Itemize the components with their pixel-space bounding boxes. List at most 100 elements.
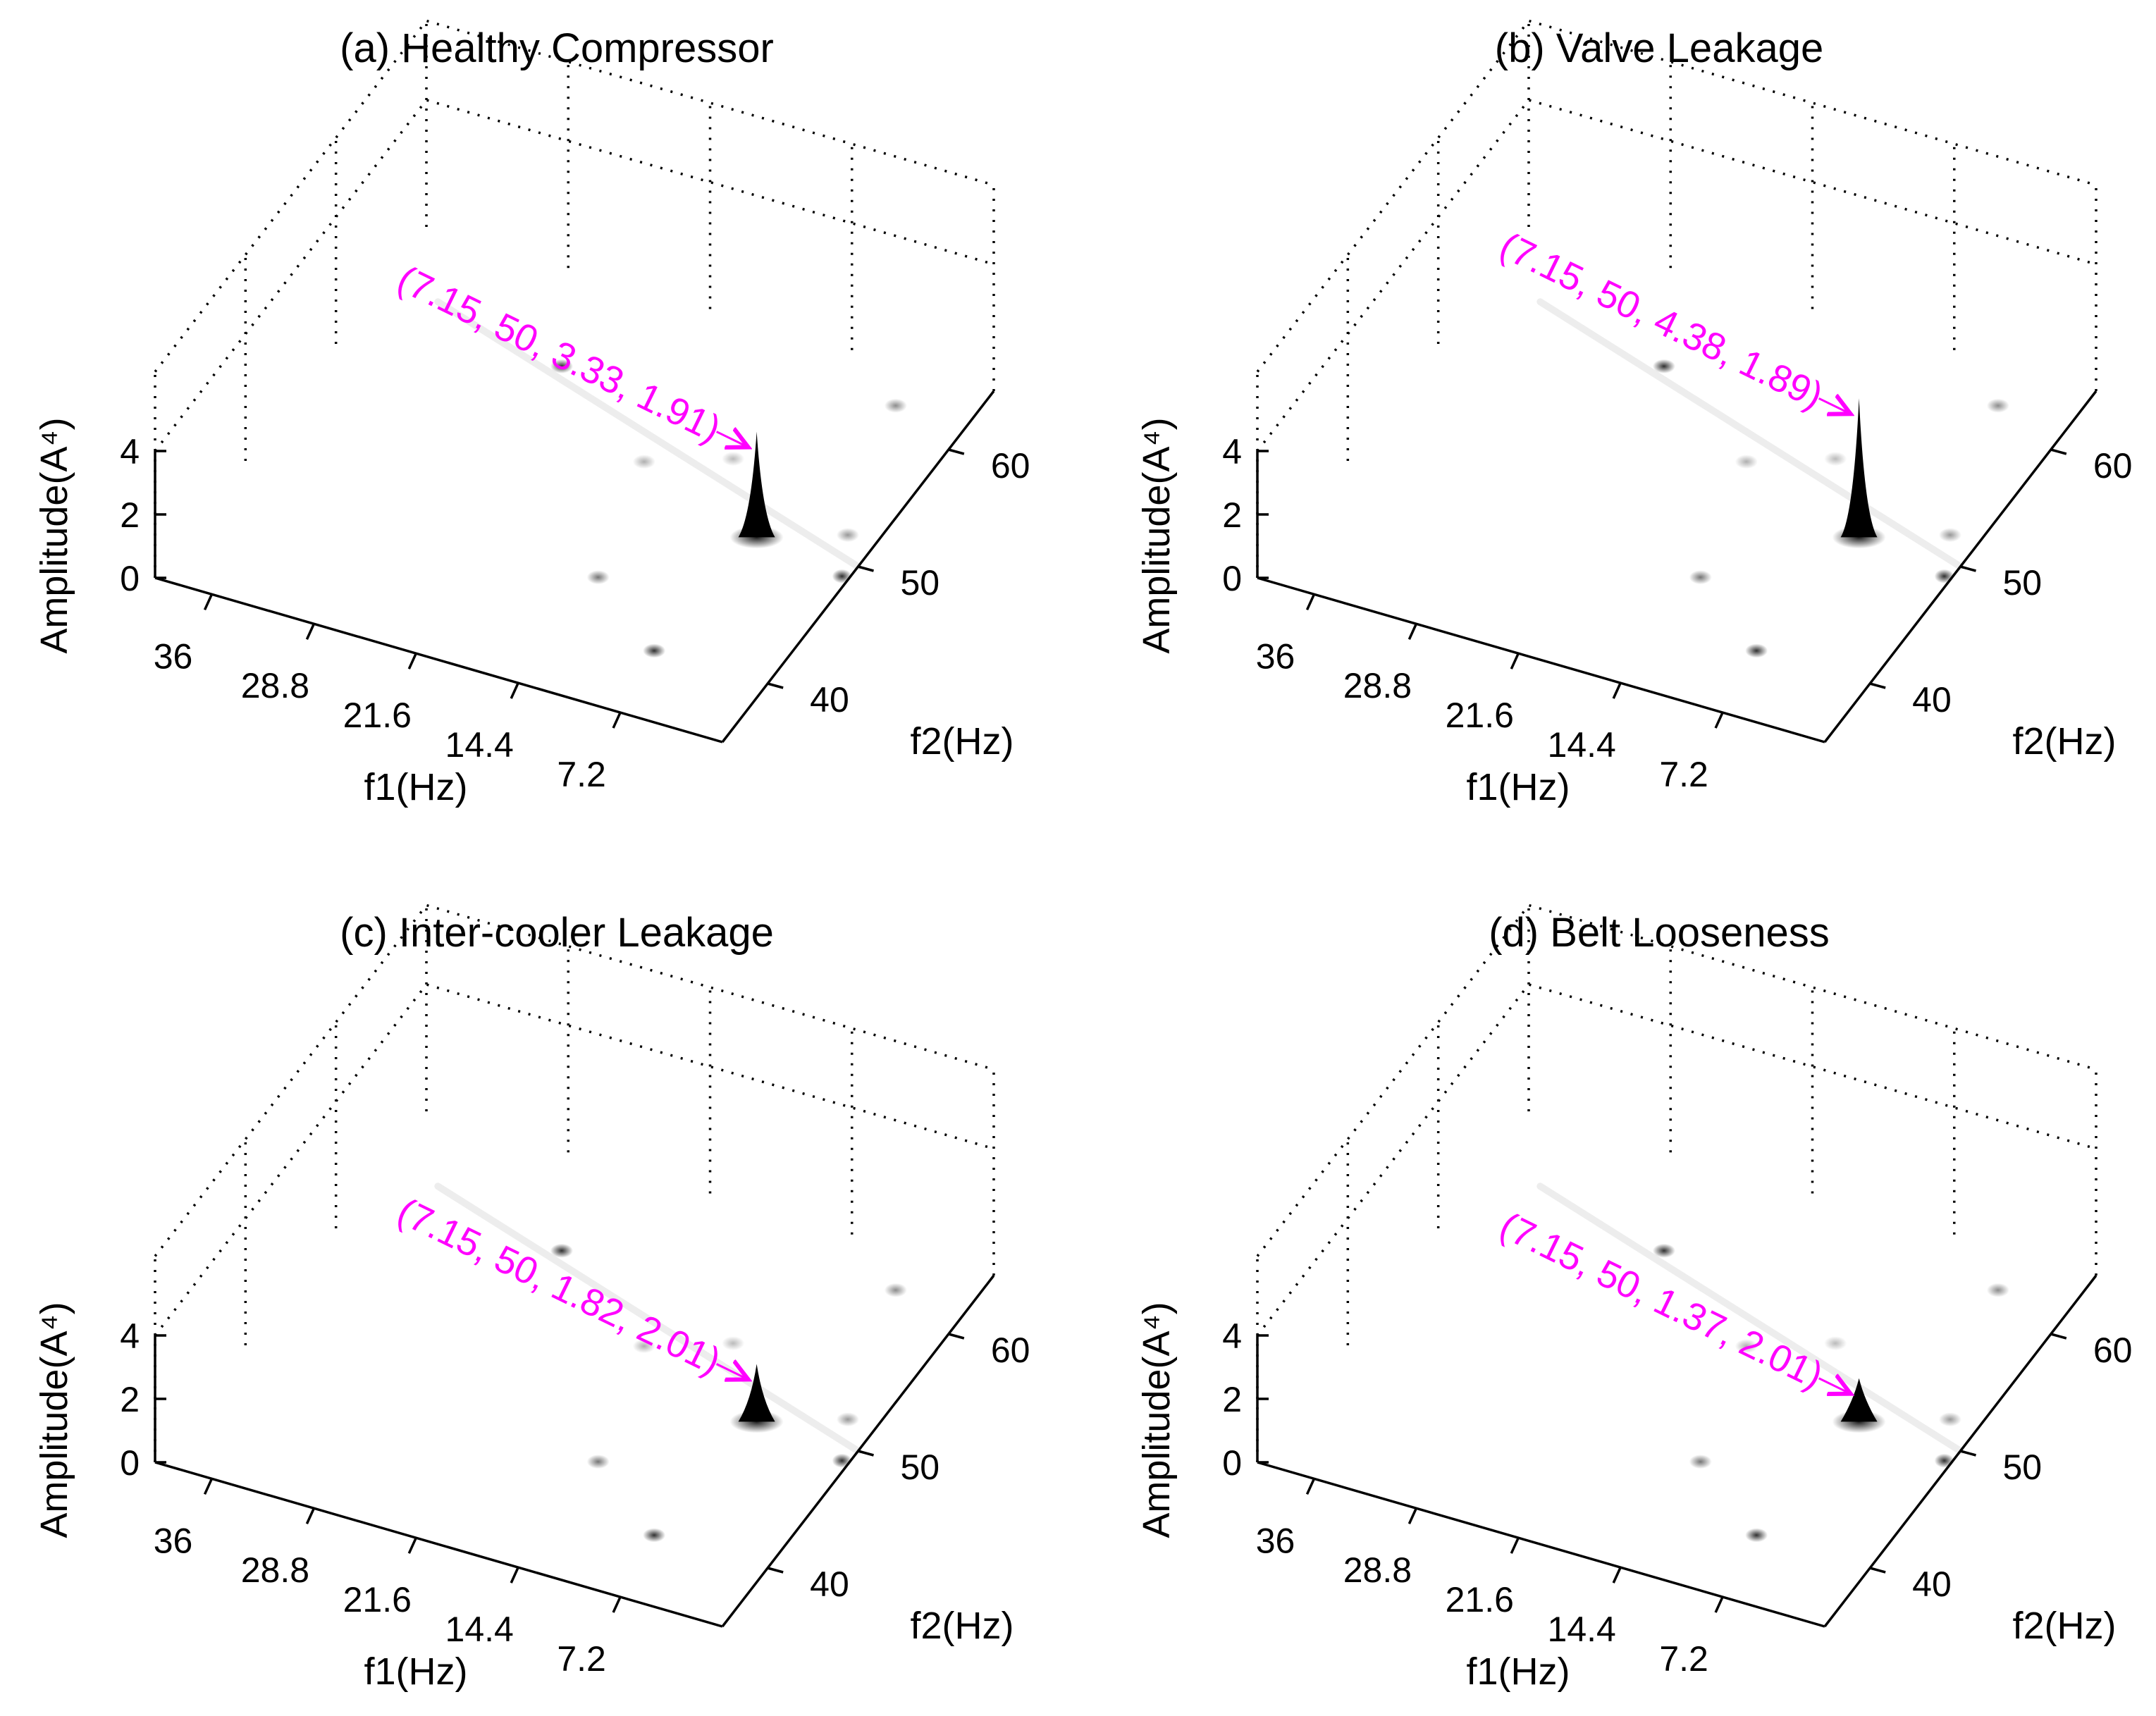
z-tick-label: 2	[1222, 495, 1242, 535]
f1-tick-label: 7.2	[557, 755, 606, 794]
f2-axis-label: f2(Hz)	[911, 1605, 1014, 1647]
surface-speckle	[586, 570, 610, 585]
f1-tick-label: 14.4	[445, 725, 514, 765]
surface-ridge	[1536, 298, 1964, 570]
f2-tick-mark	[948, 1333, 965, 1340]
f1-tick-mark	[1612, 682, 1622, 699]
chart-panel: (b) Valve Leakage 0 2 4 36 28.8 21.6 14.4 7.2 40 5…	[1135, 19, 2133, 808]
z-tick-label: 2	[1222, 1380, 1242, 1419]
f1-tick-label: 21.6	[1446, 1580, 1514, 1619]
back-grid	[154, 903, 995, 1462]
surface-speckle	[550, 359, 573, 374]
f1-tick-label: 7.2	[1659, 755, 1708, 794]
f1-axis-label: f1(Hz)	[364, 766, 468, 808]
peak-annotation: (7.15, 50, 1.82, 2.01)	[391, 1190, 727, 1383]
f2-tick-mark	[1960, 1450, 1976, 1457]
z-tick-label: 4	[120, 432, 140, 471]
f1-tick-mark	[1407, 623, 1417, 640]
f2-tick-label: 50	[901, 563, 940, 603]
f1-axis-label: f1(Hz)	[1467, 1650, 1570, 1693]
f2-tick-label: 50	[2003, 1448, 2043, 1487]
f1-tick-label: 28.8	[241, 1550, 309, 1590]
f1-tick-label: 7.2	[1659, 1639, 1708, 1679]
chart-title: (b) Valve Leakage	[1495, 25, 1823, 71]
f1-tick-label: 28.8	[1343, 666, 1412, 705]
surface-speckle	[643, 1528, 666, 1543]
f2-tick-label: 60	[2093, 446, 2133, 486]
surface-speckle	[1745, 643, 1768, 658]
f1-tick-mark	[510, 682, 519, 699]
surface-speckle	[1938, 528, 1961, 543]
surface-speckle	[1652, 1243, 1675, 1258]
z-tick-label: 0	[120, 559, 140, 598]
surface-ridge	[434, 298, 862, 570]
grid-line	[1256, 982, 2097, 1337]
f2-axis-label: f2(Hz)	[2013, 1605, 2117, 1647]
f2-tick-mark	[767, 1567, 784, 1574]
f1-tick-mark	[203, 1478, 214, 1495]
base-axes	[154, 390, 995, 743]
base-axes	[1256, 1274, 2098, 1628]
f1-tick-mark	[510, 1567, 519, 1584]
surface-speckle	[643, 643, 666, 658]
f1-tick-label: 36	[154, 1521, 193, 1560]
annotation-arrow	[716, 1364, 749, 1380]
f2-tick-mark	[767, 682, 784, 689]
surface-speckle	[832, 569, 852, 584]
f2-tick-mark	[858, 565, 874, 572]
chart-title: (d) Belt Looseness	[1489, 910, 1830, 956]
f2-tick-label: 40	[1912, 1564, 1952, 1604]
f2-tick-mark	[858, 1450, 874, 1457]
f1-tick-mark	[305, 623, 315, 640]
f1-tick-label: 21.6	[343, 1580, 412, 1619]
surface-speckle	[1652, 359, 1675, 374]
surface-speckle	[1986, 1283, 2009, 1297]
z-tick-label: 2	[120, 495, 140, 535]
back-grid	[1256, 19, 2098, 578]
annotation-arrow	[1818, 1378, 1851, 1394]
z-tick-label: 2	[120, 1380, 140, 1419]
surface-speckle	[1986, 398, 2009, 413]
grid-line	[1256, 98, 2097, 452]
f1-tick-mark	[1510, 1537, 1520, 1554]
f1-tick-label: 28.8	[1343, 1550, 1412, 1590]
z-axis-label: Amplitude(A⁴)	[1135, 1302, 1178, 1538]
grid-line	[1256, 903, 2097, 1257]
f1-tick-mark	[407, 653, 417, 669]
f1-axis-label: f1(Hz)	[364, 1650, 468, 1693]
chart-title: (c) Inter-cooler Leakage	[340, 910, 774, 956]
back-grid	[1256, 903, 2098, 1462]
f2-tick-mark	[948, 448, 965, 455]
surface-speckle	[836, 1412, 859, 1427]
z-axis-label: Amplitude(A⁴)	[1135, 417, 1178, 653]
grid-line	[154, 19, 994, 373]
surface-speckle	[1689, 1455, 1712, 1469]
f2-tick-label: 60	[2093, 1331, 2133, 1370]
peak-annotation: (7.15, 50, 3.33, 1.91)	[391, 258, 727, 451]
z-tick-label: 0	[120, 1443, 140, 1483]
f2-tick-mark	[2050, 1333, 2067, 1340]
surface-speckle	[632, 455, 655, 469]
annotation-arrow	[1818, 398, 1851, 414]
f1-tick-mark	[612, 712, 622, 729]
f1-tick-label: 36	[154, 636, 193, 676]
f1-tick-mark	[203, 593, 214, 611]
f1-axis-line	[1257, 576, 1825, 743]
surface-speckle	[1934, 1453, 1954, 1468]
surface-speckle	[722, 452, 745, 467]
chart-panel: (d) Belt Looseness 0 2 4 36 28.8 21.6 14.4 7.2 40…	[1135, 903, 2133, 1693]
f1-tick-label: 36	[1256, 1521, 1295, 1560]
z-tick-label: 4	[1222, 1316, 1242, 1356]
f2-tick-mark	[2050, 448, 2067, 455]
surface-speckle	[1824, 452, 1847, 467]
f2-axis-label: f2(Hz)	[2013, 720, 2117, 763]
chart-title: (a) Healthy Compressor	[340, 25, 774, 71]
f2-axis-label: f2(Hz)	[911, 720, 1014, 763]
surface-ridge	[1536, 1183, 1964, 1455]
peak-annotation: (7.15, 50, 1.37, 2.01)	[1493, 1204, 1830, 1397]
surface-speckle	[550, 1243, 573, 1258]
f1-tick-label: 14.4	[445, 1610, 514, 1649]
f2-tick-label: 60	[991, 446, 1030, 486]
base-axes	[154, 1274, 995, 1628]
